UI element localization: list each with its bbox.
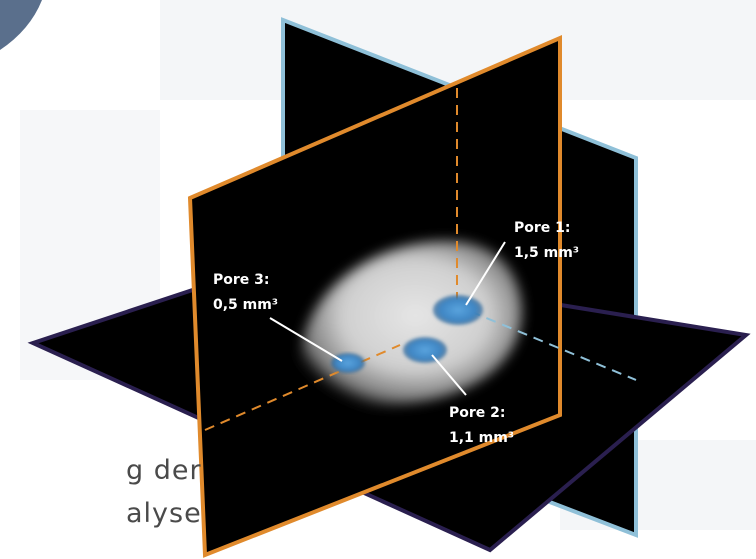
pore-3-name: Pore 3:	[213, 272, 270, 288]
pore-2-name: Pore 2:	[449, 405, 506, 421]
pore-2-leader	[431, 354, 467, 396]
background-decoration	[0, 0, 756, 530]
caption-line-2: alyse	[126, 498, 202, 529]
pore-1-volume: 1,5 mm³	[514, 245, 579, 261]
pore-1-name: Pore 1:	[514, 220, 571, 236]
pore-3-marker	[331, 353, 365, 373]
pore-1-marker	[433, 295, 483, 325]
plane-intersections	[204, 88, 637, 431]
pore-3-volume: 0,5 mm³	[213, 297, 278, 313]
pore-1-label: Pore 1: 1,5 mm³	[514, 220, 579, 261]
pore-3-leader	[269, 317, 343, 362]
pore-1-leader	[465, 241, 506, 306]
leader-lines	[269, 241, 506, 396]
pore-3-label: Pore 3: 0,5 mm³	[213, 272, 278, 313]
corner-shape	[0, 0, 42, 50]
pore-2-marker	[403, 337, 447, 363]
pore-2-volume: 1,1 mm³	[449, 430, 514, 446]
caption-line-1: g der	[126, 455, 202, 486]
pore-2-label: Pore 2: 1,1 mm³	[449, 405, 514, 446]
